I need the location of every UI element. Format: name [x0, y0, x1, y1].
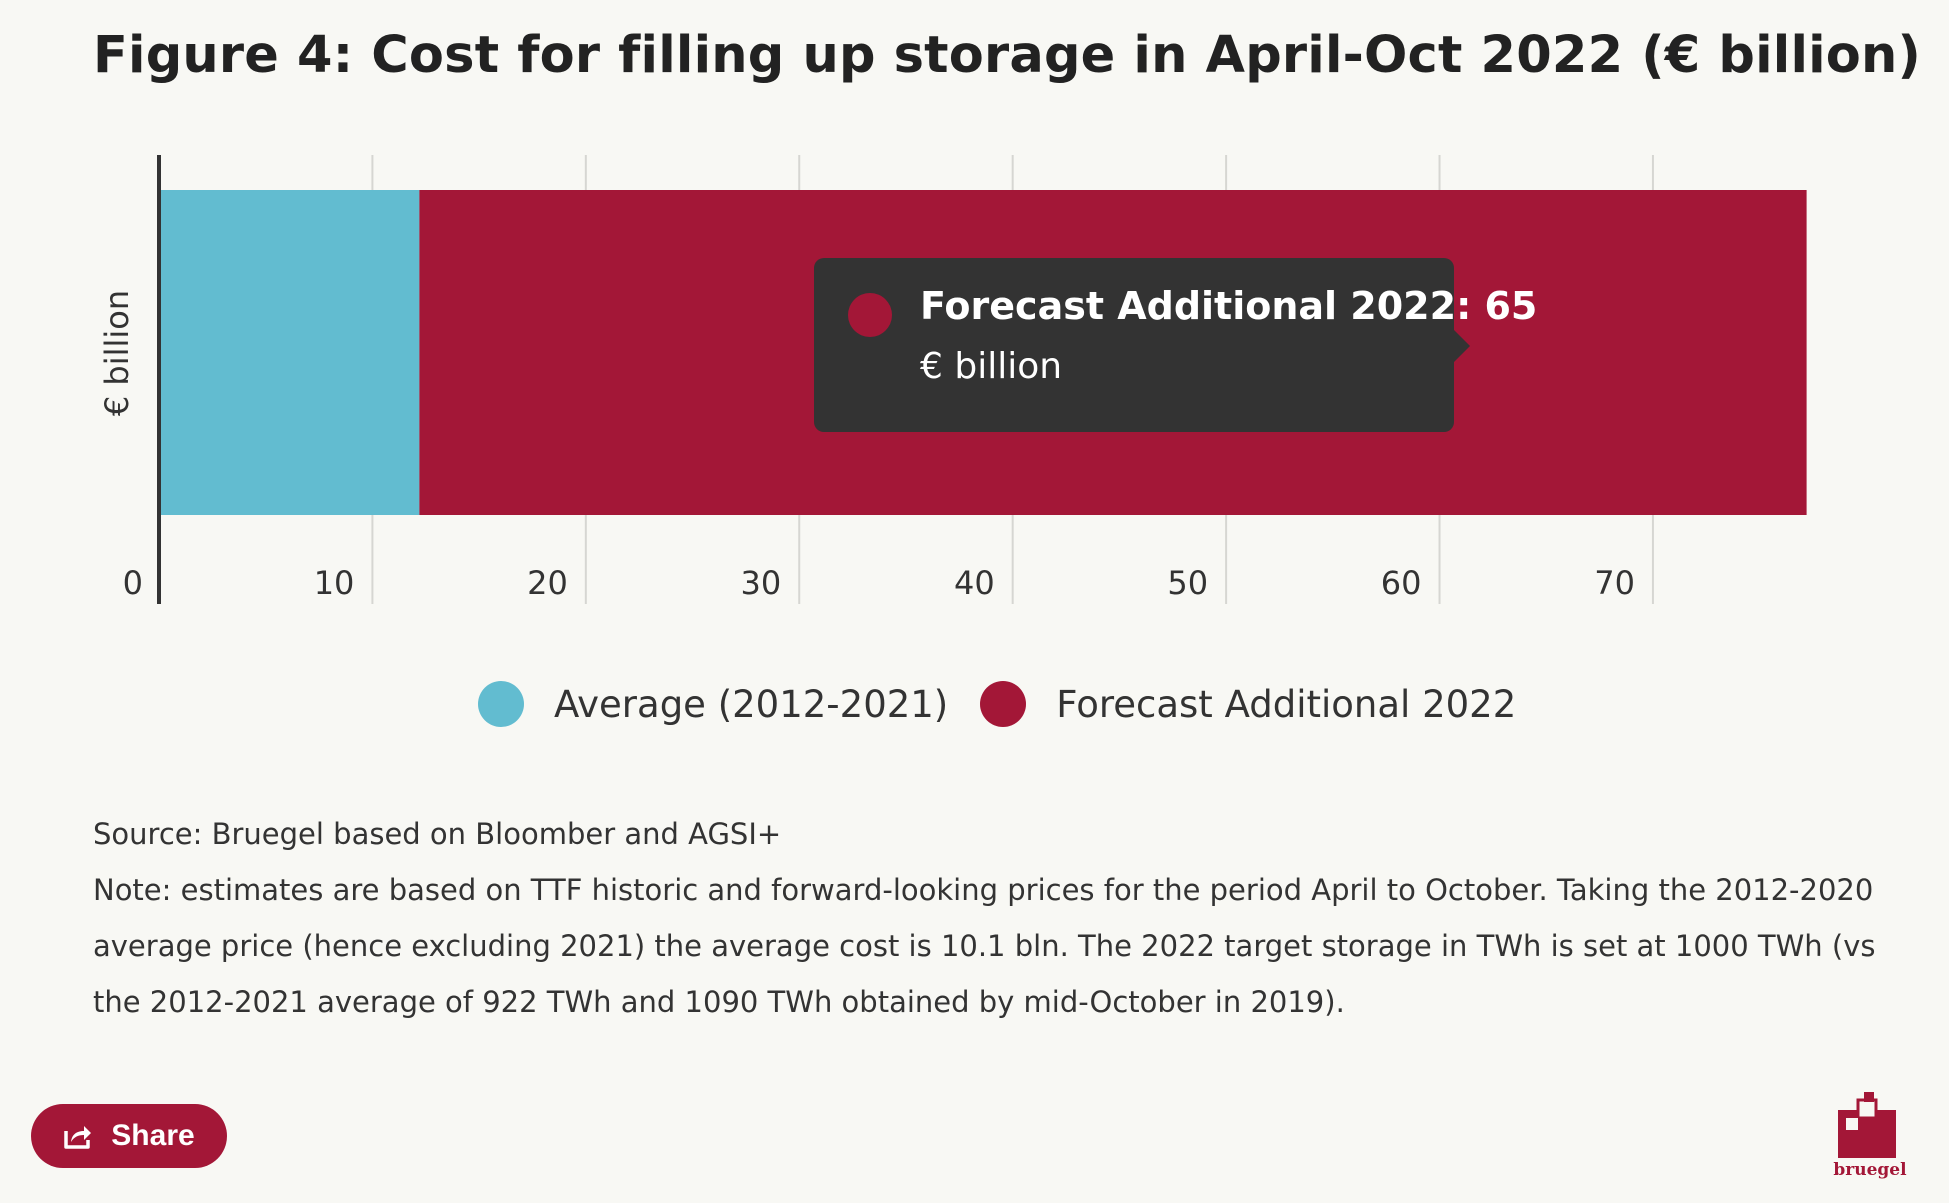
legend: Average (2012-2021) Forecast Additional … [478, 676, 1548, 732]
notes: Source: Bruegel based on Bloomber and AG… [93, 806, 1893, 1030]
legend-label-forecast: Forecast Additional 2022 [1056, 682, 1517, 726]
chart-area: 0 10 20 30 40 50 60 70 € billion [98, 155, 1807, 604]
x-tick-label-60: 60 [1381, 564, 1422, 602]
x-tick-label-0: 0 [123, 564, 143, 602]
tooltip: Forecast Additional 2022: 65 € billion [814, 258, 1537, 432]
x-tick-label-50: 50 [1167, 564, 1208, 602]
bruegel-logo[interactable]: bruegel [1830, 1092, 1910, 1182]
legend-label-average: Average (2012-2021) [554, 682, 949, 726]
tooltip-series-dot [848, 293, 892, 337]
x-tick-label-40: 40 [954, 564, 995, 602]
logo-icon [1838, 1092, 1896, 1158]
y-axis-label: € billion [98, 290, 136, 416]
x-tick-labels: 0 10 20 30 40 50 60 70 [123, 564, 1635, 602]
share-label: Share [111, 1119, 195, 1152]
legend-swatch-forecast [980, 681, 1027, 727]
logo-text: bruegel [1833, 1160, 1907, 1180]
legend-item-average[interactable]: Average (2012-2021) [478, 681, 948, 727]
x-tick-label-20: 20 [527, 564, 568, 602]
note-text: Note: estimates are based on TTF histori… [93, 873, 1876, 1019]
legend-item-forecast[interactable]: Forecast Additional 2022 [980, 681, 1516, 727]
source-text: Source: Bruegel based on Bloomber and AG… [93, 817, 782, 851]
bars [159, 190, 1807, 515]
x-tick-label-30: 30 [741, 564, 782, 602]
tooltip-unit: € billion [920, 346, 1063, 387]
x-tick-label-10: 10 [314, 564, 355, 602]
legend-swatch-average [478, 681, 524, 727]
bar-segment-average[interactable] [159, 190, 420, 515]
x-tick-label-70: 70 [1594, 564, 1635, 602]
chart-title: Figure 4: Cost for filling up storage in… [93, 26, 1922, 85]
share-button[interactable]: Share [31, 1104, 227, 1168]
share-icon [64, 1126, 92, 1149]
tooltip-title: Forecast Additional 2022: 65 [920, 284, 1538, 328]
